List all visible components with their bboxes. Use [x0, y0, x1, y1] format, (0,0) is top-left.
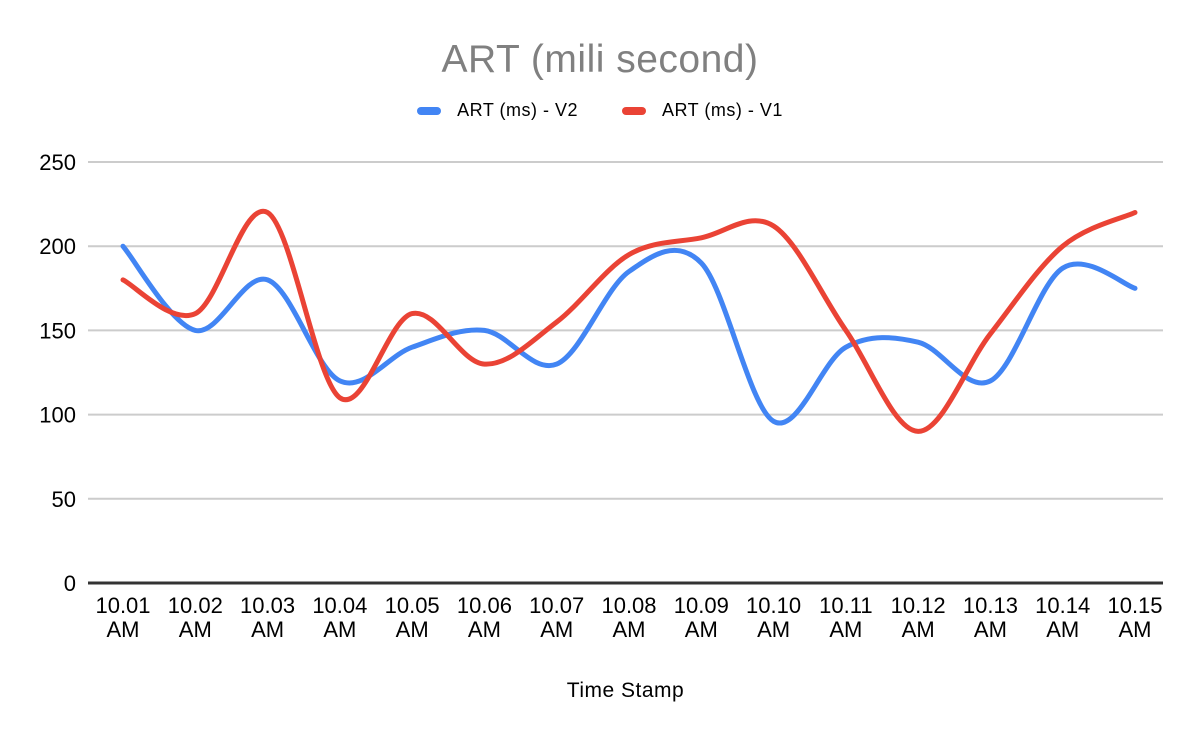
y-axis-tick-label: 150: [39, 318, 76, 343]
chart-legend: ART (ms) - V2 ART (ms) - V1: [0, 100, 1200, 121]
y-axis-tick-label: 250: [39, 150, 76, 175]
x-axis-tick-label: 10.13 AM: [963, 593, 1018, 642]
legend-swatch-v1-icon: [622, 106, 646, 115]
x-axis-tick-label: 10.12 AM: [891, 593, 946, 642]
chart-title: ART (mili second): [441, 38, 759, 81]
x-axis-tick-label: 10.05 AM: [385, 593, 440, 642]
legend-item-v2: ART (ms) - V2: [417, 100, 578, 121]
x-axis-tick-label: 10.01 AM: [95, 593, 150, 642]
x-axis-title: Time Stamp: [566, 679, 685, 702]
legend-label-v2: ART (ms) - V2: [457, 100, 578, 120]
x-axis-tick-label: 10.11 AM: [819, 593, 872, 642]
x-axis-tick-label: 10.14 AM: [1035, 593, 1090, 642]
x-axis-tick-label: 10.02 AM: [168, 593, 223, 642]
x-axis-tick-label: 10.10 AM: [746, 593, 801, 642]
x-axis-tick-label: 10.08 AM: [601, 593, 656, 642]
y-axis-tick-label: 100: [39, 403, 76, 428]
y-axis-tick-label: 200: [39, 234, 76, 259]
series-line-art-ms-v2: [120, 243, 1138, 426]
x-axis-tick-label: 10.03 AM: [240, 593, 295, 642]
series-line-art-ms-v1: [120, 208, 1138, 434]
legend-item-v1: ART (ms) - V1: [622, 100, 783, 121]
y-axis-tick-label: 50: [52, 487, 76, 512]
x-axis-tick-label: 10.07 AM: [529, 593, 584, 642]
x-axis-tick-label: 10.09 AM: [674, 593, 729, 642]
legend-label-v1: ART (ms) - V1: [662, 100, 783, 120]
y-axis-tick-label: 0: [64, 571, 76, 596]
x-axis-tick-label: 10.04 AM: [312, 593, 367, 642]
x-axis-tick-label: 10.15 AM: [1107, 593, 1162, 642]
x-axis-tick-label: 10.06 AM: [457, 593, 512, 642]
legend-swatch-v2-icon: [417, 106, 442, 115]
